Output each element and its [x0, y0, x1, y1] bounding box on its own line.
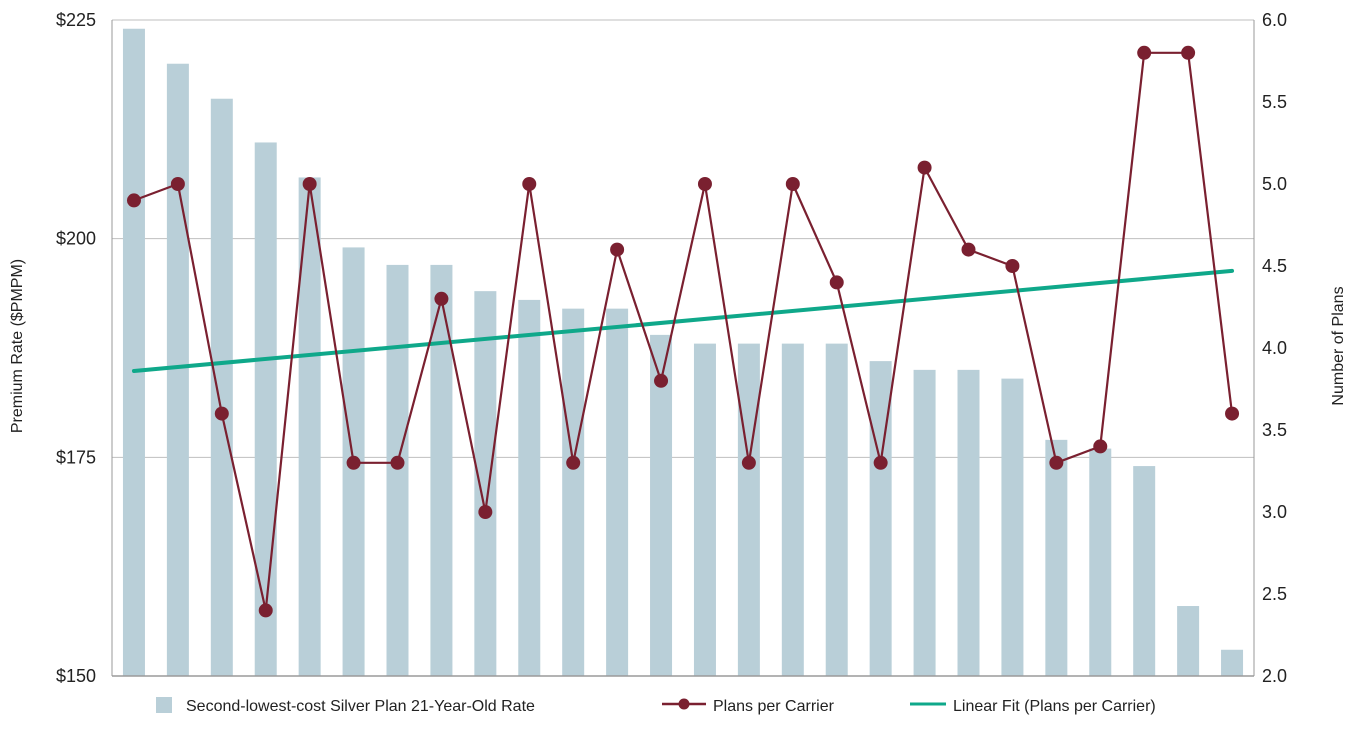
bar-16: [781, 343, 804, 676]
plans-line: [133, 51, 1234, 612]
legend-item-trend: Linear Fit (Plans per Carrier): [910, 698, 1156, 715]
gridlines: [112, 19, 1254, 677]
plans-point-18: [873, 455, 888, 470]
plans-point-26: [1225, 406, 1240, 421]
legend-marker-line: [678, 698, 690, 710]
plans-point-10: [522, 177, 537, 191]
trend-line-series: [131, 268, 1235, 373]
bar-20: [957, 369, 980, 676]
y-right-tick-label-0: 2.0: [1262, 666, 1287, 686]
bar-21: [1001, 378, 1024, 676]
bar-12: [606, 308, 629, 676]
bar-25: [1177, 606, 1200, 676]
trend-line: [131, 268, 1235, 373]
plans-point-7: [390, 455, 405, 470]
plans-point-12: [610, 242, 625, 257]
bar-11: [562, 308, 585, 676]
y-left-tick-label-0: $150: [56, 666, 96, 686]
bar-15: [737, 343, 760, 676]
plans-point-5: [302, 177, 317, 191]
plans-point-23: [1093, 439, 1108, 454]
bar-4: [254, 142, 277, 676]
y-right-tick-label-3: 3.5: [1262, 420, 1287, 440]
plans-point-8: [434, 291, 449, 306]
bar-22: [1045, 439, 1068, 676]
plans-point-25: [1181, 45, 1196, 60]
legend-label-trend: Linear Fit (Plans per Carrier): [953, 698, 1156, 715]
bar-17: [825, 343, 848, 676]
plans-point-24: [1137, 45, 1152, 60]
legend-label-bars: Second-lowest-cost Silver Plan 21-Year-O…: [186, 698, 535, 715]
plans-point-15: [741, 455, 756, 470]
y-right-tick-label-1: 2.5: [1262, 584, 1287, 604]
plans-point-20: [961, 242, 976, 257]
y-right-tick-label-7: 5.5: [1262, 92, 1287, 112]
legend: Second-lowest-cost Silver Plan 21-Year-O…: [156, 697, 1156, 715]
plans-point-2: [170, 177, 185, 191]
axes: $150 $175 $200 $225 2.0 2.5 3.0 3.5 4.0 4.5 5.0 5.5…: [56, 10, 1287, 686]
bar-10: [518, 299, 541, 676]
y-right-axis-title: Number of Plans: [1330, 286, 1347, 405]
y-right-tick-label-4: 4.0: [1262, 338, 1287, 358]
bar-24: [1133, 466, 1156, 676]
y-left-tick-label-3: $225: [56, 10, 96, 30]
bar-5: [298, 177, 321, 676]
legend-item-bars: Second-lowest-cost Silver Plan 21-Year-O…: [156, 697, 535, 715]
bar-23: [1089, 448, 1112, 676]
y-left-tick-label-2: $200: [56, 229, 96, 249]
plans-point-3: [214, 406, 229, 421]
bar-19: [913, 369, 936, 676]
y-right-tick-label-6: 5.0: [1262, 174, 1287, 194]
bar-7: [386, 264, 409, 676]
plans-line-series: [126, 45, 1240, 618]
plans-point-6: [346, 455, 361, 470]
bar-3: [210, 98, 233, 677]
bar-2: [166, 63, 189, 676]
bar-series: [122, 28, 1244, 677]
plans-point-9: [478, 505, 493, 519]
plans-point-1: [126, 193, 141, 208]
legend-item-line: Plans per Carrier: [662, 698, 835, 715]
bar-8: [430, 264, 453, 676]
plans-point-19: [917, 160, 932, 175]
plans-point-22: [1049, 455, 1064, 470]
y-right-tick-label-8: 6.0: [1262, 10, 1287, 30]
plans-point-4: [258, 603, 273, 618]
bar-9: [474, 291, 497, 676]
y-right-tick-label-2: 3.0: [1262, 502, 1287, 522]
bar-26: [1221, 649, 1244, 676]
plans-point-14: [697, 177, 712, 191]
y-left-axis-title: Premium Rate ($PMPM): [9, 259, 26, 433]
legend-swatch-bars: [156, 697, 172, 713]
plans-point-11: [566, 455, 581, 470]
plans-point-16: [785, 177, 800, 191]
plans-point-21: [1005, 259, 1020, 273]
bar-14: [693, 343, 716, 676]
y-left-tick-label-1: $175: [56, 447, 96, 467]
legend-label-line: Plans per Carrier: [713, 698, 835, 715]
y-right-tick-label-5: 4.5: [1262, 256, 1287, 276]
plans-point-17: [829, 275, 844, 290]
plans-point-13: [654, 373, 669, 388]
bar-13: [650, 334, 673, 676]
bar-1: [122, 28, 145, 677]
